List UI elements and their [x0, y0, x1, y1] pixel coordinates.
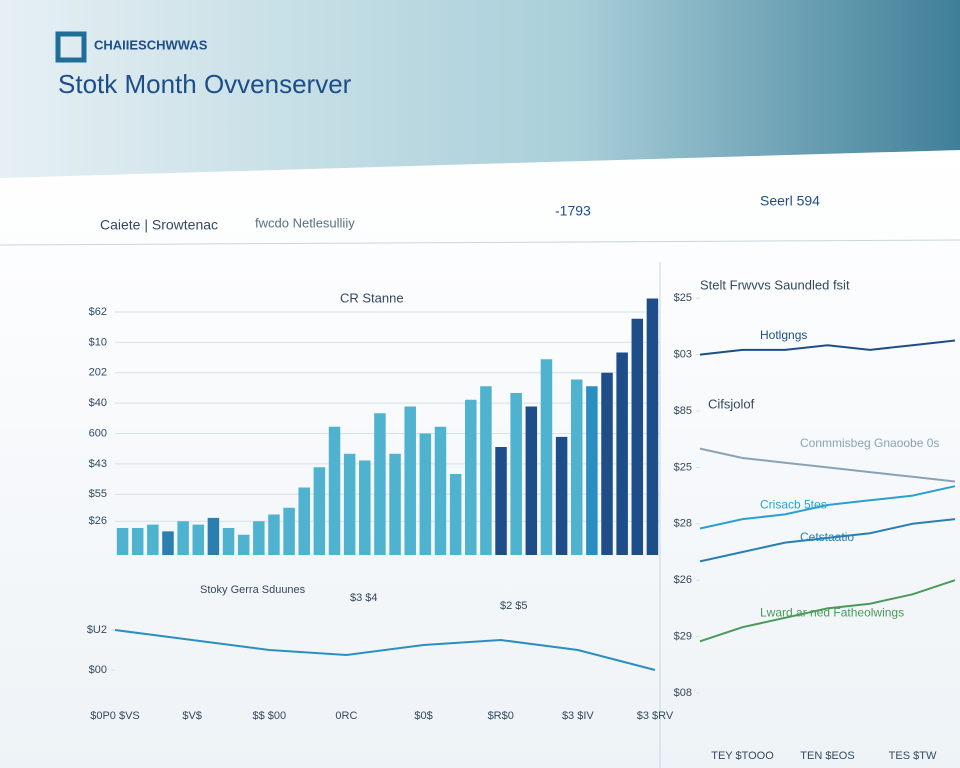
bar	[404, 406, 416, 555]
series-label: Lward ar ned Fatheolwings	[760, 605, 904, 619]
x-tick-label: TEY $TOOO	[711, 750, 774, 762]
series-label: Conmmisbeg Gnaoobe 0s	[800, 436, 939, 450]
y-tick-label: $43	[89, 458, 107, 470]
bar	[298, 487, 310, 555]
annotation: Cifsjolof	[708, 396, 755, 411]
annotation: CR Stanne	[340, 290, 404, 305]
bar	[434, 426, 447, 555]
line	[699, 579, 956, 643]
bar	[268, 514, 280, 555]
bar	[359, 460, 371, 555]
y-tick-label: $00	[89, 664, 107, 676]
y-tick-label: $62	[89, 306, 107, 318]
bar	[616, 352, 628, 555]
bar	[192, 524, 205, 555]
bar	[510, 393, 522, 555]
bar	[374, 413, 386, 555]
bar	[343, 453, 356, 555]
stat-value: -1793	[555, 203, 591, 219]
y-tick-label: 202	[89, 367, 107, 379]
bar	[116, 528, 129, 555]
bar	[207, 517, 220, 555]
series-label: Crisacb 5tes	[760, 497, 827, 511]
y-tick-label: $26	[674, 574, 692, 586]
x-tick-label: $V$	[182, 710, 202, 722]
x-tick-label: $R$0	[488, 710, 514, 722]
y-tick-label: $25	[674, 461, 692, 473]
y-tick-label: $40	[89, 397, 107, 409]
y-tick-label: 600	[89, 427, 107, 439]
bar	[222, 528, 235, 555]
bar	[646, 298, 659, 555]
x-tick-label: TEN $EOS	[800, 750, 854, 762]
line	[699, 447, 956, 483]
chart-title: Stelt Frwvvs Saundled fsit	[700, 277, 850, 292]
line	[699, 518, 956, 563]
x-tick-label: $3 $RV	[637, 710, 674, 722]
annotation: $3 $4	[350, 592, 378, 604]
bar	[525, 406, 538, 555]
bar	[449, 474, 462, 555]
logo-icon	[55, 31, 87, 63]
line	[699, 485, 956, 530]
tab[interactable]: Caiete | Srowtenac	[100, 217, 218, 233]
bar	[555, 436, 568, 555]
bar	[237, 534, 250, 555]
bar	[419, 433, 432, 555]
line	[699, 339, 956, 356]
line	[114, 629, 656, 671]
search[interactable]: Seerl 594	[760, 193, 820, 209]
bar	[495, 447, 507, 555]
y-tick-label: $28	[674, 518, 692, 530]
bar	[253, 521, 265, 555]
bar	[601, 372, 613, 555]
y-tick-label: $26	[89, 515, 107, 527]
logo: CHAIIESCHWWAS	[94, 37, 208, 52]
bar	[313, 467, 326, 555]
bar	[631, 318, 644, 555]
y-tick-label: $03	[674, 349, 692, 361]
bar	[465, 399, 477, 555]
bar	[147, 524, 159, 555]
y-tick-label: $85	[674, 405, 692, 417]
x-tick-label: $0$	[414, 710, 432, 722]
y-tick-label: $10	[89, 336, 107, 348]
bar	[586, 386, 598, 555]
y-tick-label: $25	[674, 292, 692, 304]
x-tick-label: 0RC	[335, 710, 357, 722]
y-tick-label: $08	[674, 687, 692, 699]
bar	[480, 386, 492, 555]
bar	[131, 528, 144, 555]
y-tick-label: $U2	[87, 624, 107, 636]
x-tick-label: $0P0 $VS	[90, 710, 140, 722]
x-tick-label: $$ $00	[252, 710, 286, 722]
bar	[540, 359, 553, 555]
bar	[570, 379, 583, 555]
x-tick-label: $3 $IV	[562, 710, 594, 722]
filter[interactable]: fwcdo Netlesulliiy	[255, 215, 355, 230]
bar	[162, 531, 174, 555]
toolbar-divider	[0, 239, 960, 246]
x-tick-label: TES $TW	[889, 750, 937, 762]
y-tick-label: $29	[674, 631, 692, 643]
page-title: Stotk Month Ovvenserver	[58, 69, 352, 99]
series-label: Hotlgngs	[760, 328, 807, 342]
annotation: Stoky Gerra Sduunes	[200, 584, 306, 596]
series-label: Cetstaatio	[800, 530, 854, 544]
bar	[283, 507, 295, 555]
y-tick-label: $55	[89, 488, 107, 500]
bar	[328, 426, 341, 555]
bar	[389, 453, 401, 555]
panel	[0, 150, 960, 768]
annotation: $2 $5	[500, 600, 528, 612]
bar	[177, 521, 189, 555]
